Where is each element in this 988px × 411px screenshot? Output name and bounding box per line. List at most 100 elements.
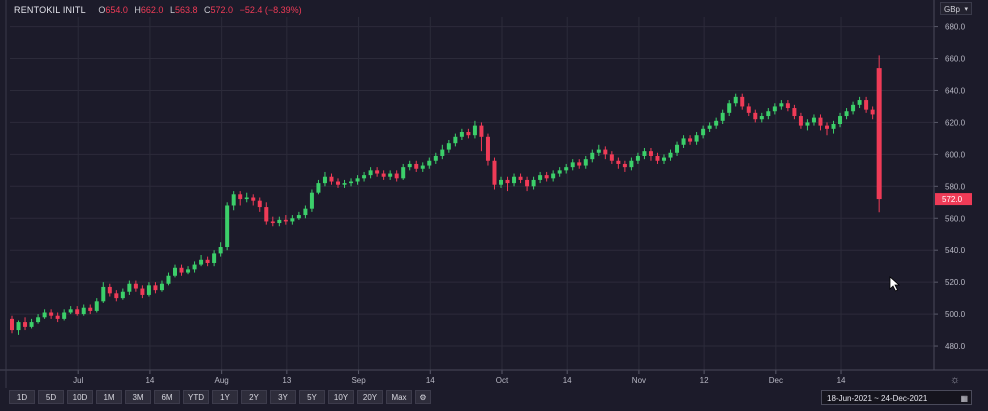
candle-body: [140, 289, 144, 295]
candle-body: [36, 317, 40, 322]
candle-body: [773, 106, 777, 111]
candle-body: [753, 113, 757, 119]
calendar-icon[interactable]: ▦: [960, 391, 968, 406]
range-button-1d[interactable]: 1D: [9, 390, 35, 404]
candle-body: [88, 308, 92, 311]
candle-body: [69, 309, 73, 312]
candle-body: [447, 143, 451, 149]
candle-body: [805, 122, 809, 125]
x-tick-label: 12: [700, 376, 709, 385]
candle-body: [558, 170, 562, 173]
candle-body: [225, 205, 229, 247]
range-button-20y[interactable]: 20Y: [357, 390, 383, 404]
candle-body: [499, 180, 503, 185]
candle-body: [316, 183, 320, 193]
close-label: C: [204, 5, 211, 15]
candle-body: [408, 164, 412, 167]
candle-body: [284, 220, 288, 222]
gear-icon[interactable]: ⚙: [415, 390, 431, 404]
candle-body: [121, 292, 125, 298]
x-tick-label: Sep: [351, 376, 366, 385]
candle-body: [590, 153, 594, 159]
candle-body: [440, 150, 444, 156]
candle-body: [479, 126, 483, 137]
y-tick-label: 620.0: [945, 118, 966, 127]
x-tick-label: 14: [837, 376, 846, 385]
candle-body: [62, 312, 66, 318]
candle-body: [845, 111, 849, 116]
range-button-3y[interactable]: 3Y: [270, 390, 296, 404]
candle-body: [375, 170, 379, 173]
y-tick-label: 680.0: [945, 23, 966, 32]
candle-body: [343, 183, 347, 185]
range-button-5y[interactable]: 5Y: [299, 390, 325, 404]
candle-body: [134, 284, 138, 289]
candle-body: [323, 177, 327, 183]
range-button-10d[interactable]: 10D: [67, 390, 93, 404]
range-button-1y[interactable]: 1Y: [212, 390, 238, 404]
candle-body: [17, 322, 21, 330]
candle-body: [349, 182, 353, 184]
x-tick-label: Nov: [632, 376, 646, 385]
y-tick-label: 660.0: [945, 55, 966, 64]
candle-body: [721, 113, 725, 121]
candle-body: [238, 194, 242, 199]
candle-body: [180, 268, 184, 273]
candle-body: [290, 218, 294, 221]
range-button-2y[interactable]: 2Y: [241, 390, 267, 404]
candle-body: [310, 193, 314, 209]
chart-settings-icon[interactable]: ☼: [950, 374, 960, 386]
candle-body: [669, 153, 673, 158]
candle-body: [864, 100, 868, 110]
range-toolbar: 1D 5D 10D 1M 3M 6M YTD 1Y 2Y 3Y 5Y 10Y 2…: [9, 390, 431, 405]
candle-body: [838, 116, 842, 124]
range-button-3m[interactable]: 3M: [125, 390, 151, 404]
candle-body: [421, 166, 425, 169]
candle-body: [245, 197, 249, 199]
unit-selector-label: GBp: [944, 5, 960, 14]
candle-body: [56, 316, 60, 319]
candle-body: [851, 105, 855, 111]
candle-body: [688, 138, 692, 141]
change-value: −52.4 (−8.39%): [240, 5, 302, 15]
candle-body: [623, 164, 627, 167]
range-button-1m[interactable]: 1M: [96, 390, 122, 404]
y-tick-label: 560.0: [945, 214, 966, 223]
y-tick-label: 580.0: [945, 182, 966, 191]
x-tick-label: Aug: [215, 376, 229, 385]
y-tick-label: 520.0: [945, 278, 966, 287]
range-button-5d[interactable]: 5D: [38, 390, 64, 404]
candle-body: [199, 260, 203, 265]
high-label: H: [134, 5, 141, 15]
candle-body: [714, 121, 718, 126]
range-button-10y[interactable]: 10Y: [328, 390, 354, 404]
candle-body: [610, 154, 614, 160]
candle-body: [747, 106, 751, 112]
candle-body: [792, 108, 796, 116]
low-value: 563.8: [175, 5, 198, 15]
x-axis-labels: Jul 14 Aug 13 Sep 14 Oct 14 Nov 12 Dec 14: [73, 376, 846, 385]
range-button-ytd[interactable]: YTD: [183, 390, 209, 404]
date-range-field[interactable]: 18-Jun-2021 ~ 24-Dec-2021 ▦: [821, 390, 972, 405]
candle-body: [519, 177, 523, 180]
unit-selector[interactable]: GBp ▾: [940, 2, 972, 15]
candle-body: [427, 161, 431, 166]
x-tick-label: Jul: [73, 376, 83, 385]
candle-body: [251, 197, 255, 200]
y-tick-label: 480.0: [945, 342, 966, 351]
candle-body: [708, 126, 712, 129]
candle-body: [193, 265, 197, 270]
candle-body: [871, 110, 875, 115]
mouse-cursor-icon: [889, 276, 901, 292]
range-button-6m[interactable]: 6M: [154, 390, 180, 404]
candle-body: [271, 221, 275, 223]
candle-body: [701, 129, 705, 135]
candle-body: [760, 116, 764, 119]
quote-header: RENTOKIL INITL O654.0 H662.0 L563.8 C572…: [14, 3, 306, 17]
candle-body: [219, 247, 223, 253]
candle-body: [545, 175, 549, 178]
candle-body: [695, 135, 699, 141]
range-button-max[interactable]: Max: [386, 390, 412, 404]
y-axis-labels: 480.0 500.0 520.0 540.0 560.0 580.0 600.0 620.0…: [945, 23, 966, 351]
